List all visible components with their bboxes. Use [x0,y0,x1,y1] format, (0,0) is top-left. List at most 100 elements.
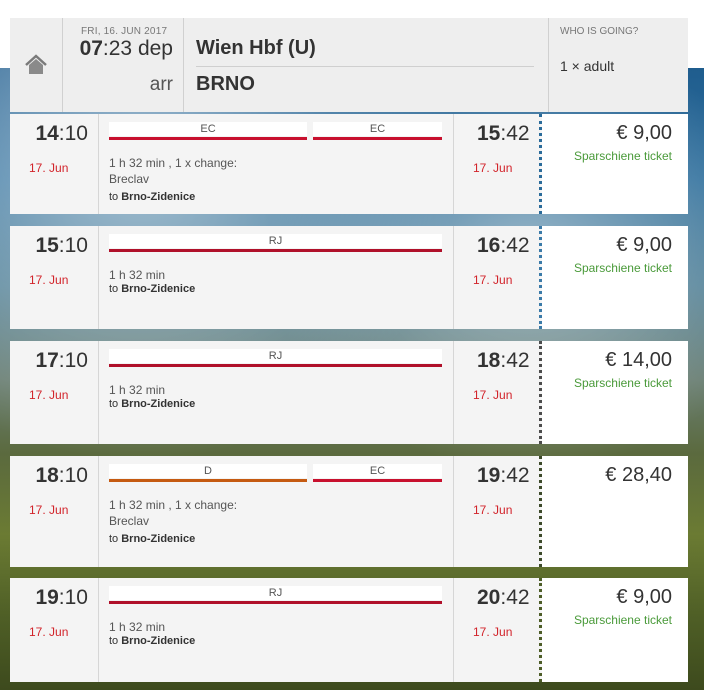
train-line-bar [109,479,307,482]
departure-time: 18:10 [35,464,88,487]
arrival-cell: 18:42 17. Jun [454,341,542,444]
arrival-date: 17. Jun [473,388,513,402]
price-cell[interactable]: € 9,00 Sparschiene ticket [539,114,688,214]
change-station: Breclav [109,172,150,186]
price: € 9,00 [616,234,672,256]
ticket-type: Sparschiene ticket [573,149,672,163]
departure-time-selector[interactable]: FRI, 16. JUN 2017 07:23 dep arr [63,18,184,112]
connection-row[interactable]: 19:10 17. Jun RJ 1 h 32 min to Brno-Zidenice… [10,578,688,682]
final-destination: to Brno-Zidenice [109,398,196,410]
origin-station[interactable]: Wien Hbf (U) [196,37,316,59]
arrival-time: 19:42 [477,464,530,487]
price-cell[interactable]: € 9,00 Sparschiene ticket [539,578,688,682]
departure-time: 15:10 [35,234,88,257]
train-type-label: EC [200,123,216,135]
ticket-type: Sparschiene ticket [573,261,672,275]
destination-station-name: Brno-Zidenice [121,635,196,647]
departure-time: 19:10 [35,586,88,609]
train-segment: EC [313,122,442,140]
duration-text: 1 h 32 min , 1 x change: [109,156,238,170]
final-destination: to Brno-Zidenice [109,283,196,295]
departure-date: 17. Jun [29,161,69,175]
journey-duration: 1 h 32 min [109,382,165,398]
departure-time[interactable]: 07:23 dep [79,37,173,60]
train-type-label: D [204,465,212,477]
departure-date: 17. Jun [29,273,69,287]
journey-details-cell: RJ 1 h 32 min to Brno-Zidenice [99,578,454,682]
train-segment: D [109,464,307,482]
journey-details-cell: RJ 1 h 32 min to Brno-Zidenice [99,226,454,329]
arrival-toggle[interactable]: arr [149,74,173,95]
connection-row[interactable]: 17:10 17. Jun RJ 1 h 32 min to Brno-Zidenice… [10,341,688,444]
dotted-separator [539,341,542,444]
final-destination: to Brno-Zidenice [109,191,196,203]
arrival-cell: 16:42 17. Jun [454,226,542,329]
departure-cell: 15:10 17. Jun [10,226,99,329]
journey-details-cell: EC EC 1 h 32 min , 1 x change: Breclav to Br… [99,114,454,214]
train-type-label: RJ [268,350,283,362]
connection-row[interactable]: 15:10 17. Jun RJ 1 h 32 min to Brno-Zidenice… [10,226,688,329]
arrival-time: 18:42 [477,349,530,372]
ticket-type: Sparschiene ticket [573,376,672,390]
home-button[interactable] [10,18,63,112]
train-type-label: RJ [268,235,283,247]
journey-duration: 1 h 32 min [109,619,165,635]
connection-row[interactable]: 18:10 17. Jun D EC 1 h 32 min , 1 x change: B… [10,456,688,567]
departure-cell: 14:10 17. Jun [10,114,99,214]
final-destination: to Brno-Zidenice [109,533,196,545]
journey-duration: 1 h 32 min , 1 x change: Breclav [109,155,237,187]
train-line-bar [313,479,442,482]
departure-cell: 17:10 17. Jun [10,341,99,444]
dotted-separator [539,226,542,329]
train-type-label: EC [369,123,386,135]
price: € 14,00 [605,349,672,371]
price: € 28,40 [605,464,672,486]
dotted-separator [539,114,542,214]
arrival-date: 17. Jun [473,273,513,287]
price-cell[interactable]: € 14,00 Sparschiene ticket [539,341,688,444]
arrival-time: 15:42 [477,122,530,145]
price-cell[interactable]: € 28,40 [539,456,688,567]
price: € 9,00 [616,586,672,608]
connection-row[interactable]: 14:10 17. Jun EC EC 1 h 32 min , 1 x change:… [10,114,688,214]
train-type-label: EC [369,465,386,477]
arrival-cell: 19:42 17. Jun [454,456,542,567]
train-segment: RJ [109,349,442,367]
destination-station[interactable]: BRNO [196,73,255,95]
departure-cell: 18:10 17. Jun [10,456,99,567]
final-destination: to Brno-Zidenice [109,635,196,647]
price: € 9,00 [616,122,672,144]
home-icon [25,54,47,74]
passenger-count: 1 × adult [560,58,615,74]
journey-duration: 1 h 32 min [109,267,165,283]
departure-cell: 19:10 17. Jun [10,578,99,682]
arrival-cell: 15:42 17. Jun [454,114,542,214]
journey-details-cell: RJ 1 h 32 min to Brno-Zidenice [99,341,454,444]
passenger-selector[interactable]: WHO IS GOING? 1 × adult [549,18,688,112]
train-line-bar [109,249,442,252]
train-line-bar [313,137,442,140]
train-line-bar [109,364,442,367]
departure-date: 17. Jun [29,625,69,639]
search-summary-header: FRI, 16. JUN 2017 07:23 dep arr Wien Hbf… [10,18,688,112]
price-cell[interactable]: € 9,00 Sparschiene ticket [539,226,688,329]
departure-time: 17:10 [35,349,88,372]
journey-details-cell: D EC 1 h 32 min , 1 x change: Breclav to Brn… [99,456,454,567]
duration-text: 1 h 32 min [109,620,166,634]
arrival-cell: 20:42 17. Jun [454,578,542,682]
train-line-bar [109,137,307,140]
arrival-time: 16:42 [477,234,530,257]
arrival-time: 20:42 [477,586,530,609]
change-station: Breclav [109,514,150,528]
dotted-separator [539,578,542,682]
dotted-separator [539,456,542,567]
station-divider [196,66,534,67]
duration-text: 1 h 32 min , 1 x change: [109,498,238,512]
train-segment: RJ [109,234,442,252]
arrival-date: 17. Jun [473,161,513,175]
train-line-bar [109,601,442,604]
destination-station-name: Brno-Zidenice [121,283,196,295]
station-selector: Wien Hbf (U) BRNO [184,18,549,112]
duration-text: 1 h 32 min [109,268,166,282]
train-segment: RJ [109,586,442,604]
